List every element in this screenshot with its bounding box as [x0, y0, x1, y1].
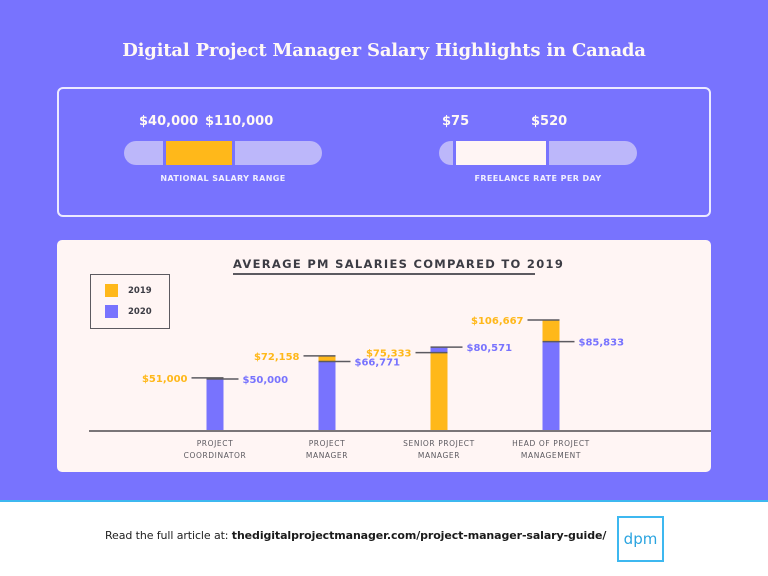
- category-label: COORDINATOR: [184, 451, 247, 460]
- chart-title: AVERAGE PM SALARIES COMPARED TO 2019: [233, 257, 565, 271]
- data-label-2019: $75,333: [366, 349, 412, 360]
- category-label: SENIOR PROJECT: [403, 439, 475, 448]
- range-track: [124, 141, 322, 165]
- bar-2020: [318, 361, 336, 431]
- bar-2020: [206, 378, 224, 431]
- range-high-marker: [232, 141, 235, 165]
- legend-label-2020: 2020: [128, 306, 152, 317]
- logo-text: dpm: [623, 530, 658, 548]
- range-fill: [166, 141, 232, 165]
- category-label: HEAD OF PROJECT: [512, 439, 590, 448]
- range-track: [439, 141, 637, 165]
- range-low-label: $75: [442, 114, 470, 129]
- data-label-2020: $85,833: [579, 338, 625, 349]
- chart-legend: 2019 2020: [90, 274, 170, 329]
- legend-item-2020: 2020: [105, 305, 152, 318]
- category-label: MANAGER: [306, 451, 348, 460]
- data-label-2020: $50,000: [243, 375, 289, 386]
- category-label: PROJECT: [309, 439, 346, 448]
- page-title: Digital Project Manager Salary Highlight…: [122, 40, 646, 61]
- range-fill: [456, 141, 546, 165]
- data-label-2020: $80,571: [467, 343, 513, 354]
- data-label-2020: $66,771: [355, 358, 401, 369]
- range-low-marker: [163, 141, 166, 165]
- data-label-2019: $106,667: [471, 316, 524, 327]
- footer-prefix: Read the full article at:: [105, 529, 232, 542]
- category-label: MANAGEMENT: [521, 451, 581, 460]
- chart-title-underline: [233, 273, 535, 275]
- legend-label-2019: 2019: [128, 285, 152, 296]
- legend-item-2019: 2019: [105, 284, 152, 297]
- legend-swatch-2019: [105, 284, 118, 297]
- dpm-logo[interactable]: dpm: [617, 516, 664, 562]
- salary-comparison-chart: AVERAGE PM SALARIES COMPARED TO 2019 201…: [57, 240, 711, 472]
- footer-read-more: Read the full article at: thedigitalproj…: [105, 529, 606, 542]
- bar-2020: [542, 341, 560, 431]
- range-high-label: $520: [531, 114, 568, 129]
- legend-swatch-2020: [105, 305, 118, 318]
- range-high-marker: [546, 141, 549, 165]
- range-high-label: $110,000: [205, 114, 274, 129]
- range-caption: FREELANCE RATE PER DAY: [474, 174, 602, 183]
- range-caption: NATIONAL SALARY RANGE: [160, 174, 286, 183]
- data-label-2019: $72,158: [254, 352, 300, 363]
- salary-highlights-box: [57, 87, 711, 217]
- category-label: MANAGER: [418, 451, 460, 460]
- bar-2019: [430, 352, 448, 431]
- article-link[interactable]: thedigitalprojectmanager.com/project-man…: [231, 529, 607, 542]
- range-low-marker: [453, 141, 456, 165]
- range-low-label: $40,000: [139, 114, 199, 129]
- data-label-2019: $51,000: [142, 374, 188, 385]
- category-label: PROJECT: [197, 439, 234, 448]
- accent-divider: [0, 500, 768, 502]
